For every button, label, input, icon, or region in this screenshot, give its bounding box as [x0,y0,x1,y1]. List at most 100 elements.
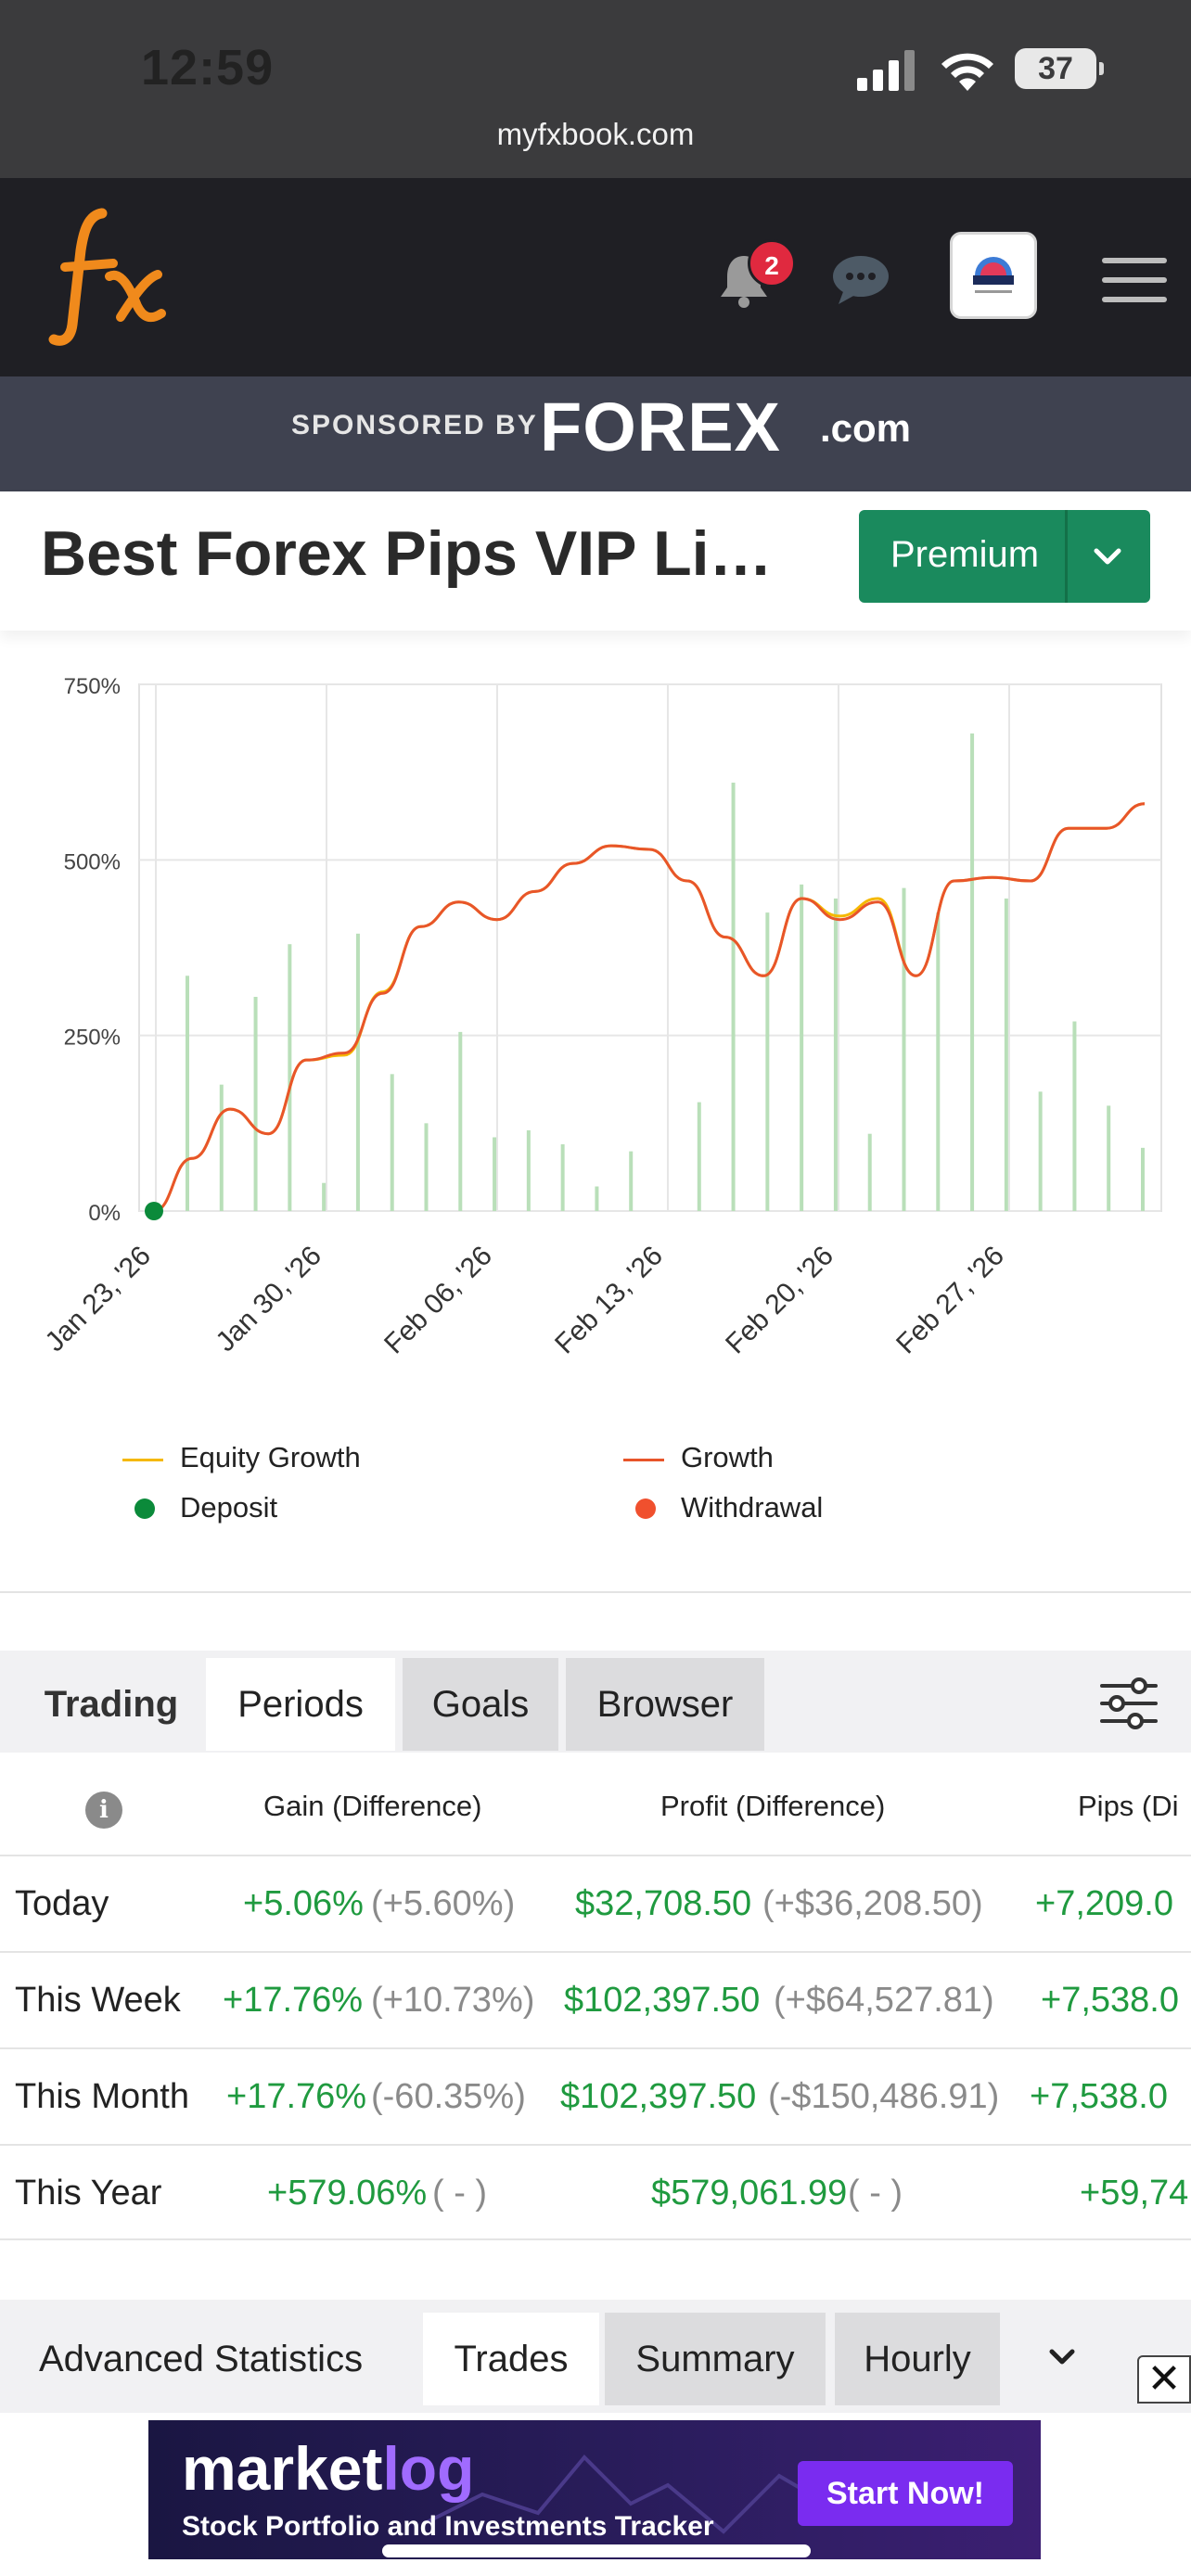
gain-bar [322,1182,327,1211]
header-gain: Gain (Difference) [263,1790,482,1822]
y-tick-label: 750% [64,674,121,699]
pips-value: +7,209.0 [1035,1884,1173,1923]
home-indicator [382,2544,811,2557]
gain-bar [800,884,804,1211]
table-row: This Year +579.06% ( - ) $579,061.99 ( -… [0,2144,1191,2240]
gain-bar [595,1186,599,1211]
signal-icon [857,50,915,91]
address-bar[interactable]: myfxbook.com [496,117,695,151]
sponsor-domain: .com [820,406,912,450]
chevron-down-icon[interactable] [1089,540,1126,573]
notification-badge: 2 [748,239,796,287]
gain-bar [424,1123,429,1211]
deposit-legend-dot [134,1498,155,1519]
y-tick-label: 0% [88,1201,121,1226]
legend-deposit[interactable]: Deposit [180,1491,278,1524]
page-title: Best Forex Pips VIP Live Account [41,518,801,589]
premium-label: Premium [890,534,1040,575]
filter-settings-icon[interactable] [1098,1675,1159,1732]
ad-tagline: Stock Portfolio and Investments Tracker [182,2511,714,2542]
gain-bar [629,1151,634,1211]
gain-value: +17.76% [226,2077,367,2116]
close-ad-button[interactable]: ✕ [1137,2355,1191,2404]
x-tick-label: Feb 20, '26 [720,1241,839,1360]
profit-diff: (+$36,208.50) [762,1884,983,1923]
gain-diff: ( - ) [432,2174,488,2213]
gain-bar [902,887,906,1211]
deposit-point [145,1202,163,1220]
period-label: This Week [15,1981,181,2020]
x-tick-label: Feb 13, '26 [549,1241,669,1360]
gain-bar [1072,1021,1077,1211]
gain-value: +5.06% [243,1884,364,1923]
legend-growth[interactable]: Growth [681,1441,774,1473]
x-tick-label: Jan 30, '26 [210,1241,327,1358]
tab-hourly[interactable]: Hourly [835,2313,1000,2405]
hamburger-menu-icon[interactable] [1102,258,1167,304]
period-label: This Month [15,2077,189,2116]
ad-brand: marketlog [182,2433,474,2504]
advanced-statistics-title: Advanced Statistics [39,2339,364,2379]
gain-bar [970,733,975,1211]
gain-bar [765,912,770,1211]
ad-brand-a: market [182,2434,383,2503]
gain-bar [560,1144,565,1211]
tab-browser[interactable]: Browser [566,1658,764,1751]
gain-bar [1004,898,1008,1211]
growth-line [153,802,1146,1213]
sponsor-brand: FOREX [540,389,781,465]
chat-icon[interactable] [831,252,890,306]
profit-diff: ( - ) [848,2174,903,2213]
gain-bar [1141,1147,1145,1211]
gain-bar [697,1102,701,1211]
user-avatar[interactable] [950,232,1037,319]
ad-background-graph [426,2455,837,2534]
table-row: This Week +17.76% (+10.73%) $102,397.50 … [0,1951,1191,2047]
chevron-down-icon[interactable] [1044,2342,1080,2374]
profit-value: $102,397.50 [560,2077,757,2116]
gain-bar [1038,1091,1043,1211]
gain-bar [186,976,189,1211]
y-tick-label: 500% [64,849,121,874]
info-icon[interactable]: i [85,1792,122,1829]
gain-diff: (+5.60%) [371,1884,516,1923]
profit-diff: (+$64,527.81) [774,1981,994,2020]
gain-bar [219,1084,224,1211]
profit-value: $32,708.50 [575,1884,752,1923]
profit-value: $102,397.50 [564,1981,761,2020]
gain-value: +579.06% [267,2174,428,2213]
wifi-icon [941,53,993,91]
sponsor-banner[interactable] [0,376,1191,491]
gain-bar [526,1129,531,1211]
legend-equity[interactable]: Equity Growth [180,1441,361,1473]
gain-bar [493,1137,497,1211]
premium-button[interactable]: Premium [859,510,1150,603]
pips-value: +7,538.0 [1030,2077,1168,2116]
y-tick-label: 250% [64,1026,121,1051]
gain-value: +17.76% [223,1981,364,2020]
tab-periods[interactable]: Periods [206,1658,395,1751]
tab-trading[interactable]: Trading [44,1684,179,1725]
legend-withdrawal[interactable]: Withdrawal [681,1491,824,1524]
gain-diff: (+10.73%) [371,1981,535,2020]
premium-divider [1065,510,1068,603]
x-tick-label: Feb 27, '26 [890,1241,1010,1360]
gain-bar [288,944,292,1211]
gain-bar [1107,1105,1111,1211]
x-tick-label: Jan 23, '26 [39,1241,156,1358]
gain-bar [731,783,736,1211]
equity-legend-swatch [122,1459,163,1461]
fx-logo[interactable] [37,195,176,352]
header-pips: Pips (Di [1078,1790,1179,1822]
growth-chart[interactable]: 750% 500% 250% 0% Jan 23, '26 Jan 30, '26 Feb … [0,649,1191,1447]
tab-summary[interactable]: Summary [605,2313,826,2405]
gain-bar [390,1074,394,1211]
ad-start-now-button[interactable]: Start Now! [798,2461,1013,2526]
tab-goals[interactable]: Goals [403,1658,558,1751]
tab-trades[interactable]: Trades [423,2313,599,2405]
period-label: This Year [15,2174,162,2213]
gain-bar [936,912,941,1211]
profit-value: $579,061.99 [651,2174,848,2213]
avatar-image [973,257,1014,293]
profit-diff: (-$150,486.91) [768,2077,1000,2116]
